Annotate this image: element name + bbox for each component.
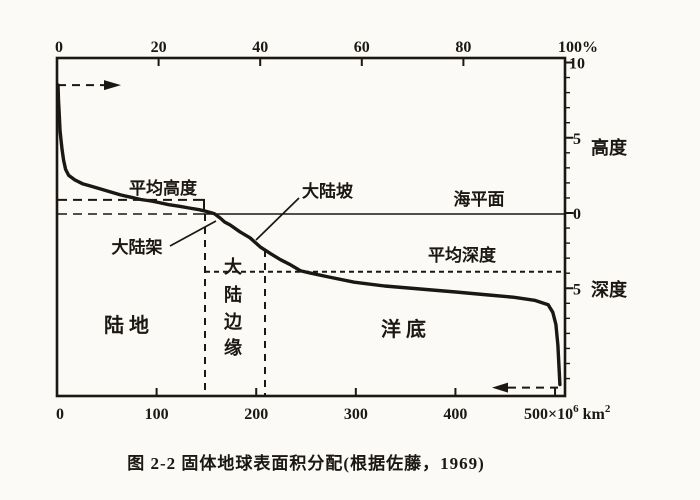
ocean-floor-label: 洋底 xyxy=(381,317,431,341)
max-depth-arrow-head xyxy=(492,382,508,393)
right-tick-label-10: 10 xyxy=(569,56,585,73)
continental-margin-label: 大 陆 边 缘 xyxy=(223,256,243,358)
figure-caption: 图 2-2 固体地球表面积分配(根据佐藤，1969) xyxy=(127,454,485,473)
bottom-tick-label-100: 100 xyxy=(145,406,169,423)
sea-level-label: 海平面 xyxy=(454,189,505,209)
mean-height-label: 平均高度 xyxy=(129,178,198,198)
continental-margin-char-1: 大 xyxy=(224,256,242,277)
mean-depth-label: 平均深度 xyxy=(428,245,497,265)
right-axis-ticks: 10 5 0 5 xyxy=(565,56,585,380)
top-tick-label-0: 0 xyxy=(55,39,63,56)
bottom-tick-label-0: 0 xyxy=(56,406,64,423)
bottom-tick-label-300: 300 xyxy=(344,406,368,423)
hypsographic-curve xyxy=(56,83,562,387)
depth-axis-label: 深度 xyxy=(591,279,628,300)
right-tick-label-0: 0 xyxy=(573,206,581,223)
top-axis-ticks: 0 20 40 60 80 100% xyxy=(55,39,598,66)
land-label: 陆地 xyxy=(104,313,154,337)
top-tick-label-60: 60 xyxy=(354,39,370,56)
right-tick-label-5: 5 xyxy=(573,131,581,148)
continental-margin-char-2: 陆 xyxy=(224,284,242,305)
bottom-tick-label-500: 500×106 km2 xyxy=(524,403,611,423)
reference-lines xyxy=(58,80,565,396)
top-tick-label-100: 100% xyxy=(558,39,598,56)
continental-slope-leader-line xyxy=(255,197,300,241)
curve-group xyxy=(56,83,562,387)
bottom-tick-label-200: 200 xyxy=(244,406,268,423)
top-tick-label-20: 20 xyxy=(151,39,167,56)
plot-frame xyxy=(55,56,567,398)
continental-margin-char-4: 缘 xyxy=(224,338,242,358)
continental-margin-char-3: 边 xyxy=(223,312,243,332)
bottom-axis-ticks: 0 100 200 300 400 500×106 km2 xyxy=(56,388,611,423)
top-tick-label-80: 80 xyxy=(455,39,471,56)
continental-slope-label: 大陆坡 xyxy=(302,181,353,201)
continental-shelf-leader-line xyxy=(169,220,217,247)
continental-shelf-label: 大陆架 xyxy=(112,237,163,257)
max-height-arrow-head xyxy=(104,80,121,91)
height-axis-label: 高度 xyxy=(591,137,628,158)
right-tick-label--5: 5 xyxy=(573,281,581,298)
mean-height-line-hook xyxy=(197,198,205,212)
top-tick-label-40: 40 xyxy=(252,39,268,56)
bottom-tick-label-400: 400 xyxy=(443,406,467,423)
